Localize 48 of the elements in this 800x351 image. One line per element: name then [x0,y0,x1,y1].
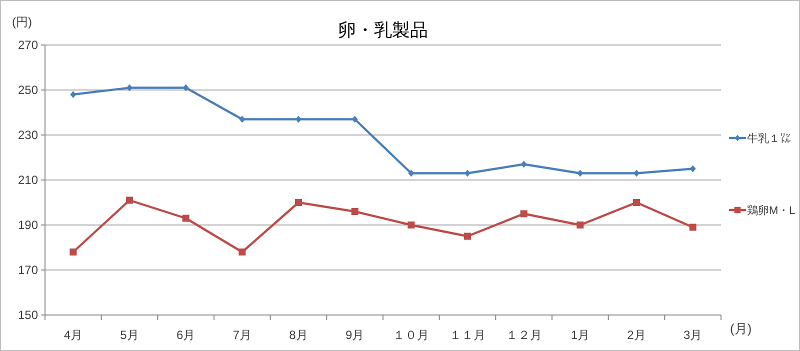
x-axis-title: (月) [730,321,752,336]
chart-title: 卵・乳製品 [338,20,428,40]
legend-label: 牛乳１㍑ [747,132,791,145]
point [70,248,77,256]
point [634,170,640,177]
x-tick-label: １１月 [450,328,486,342]
x-tick-label: 1月 [570,328,590,342]
point [126,196,133,204]
x-tick-label: １２月 [506,328,542,342]
point [182,84,189,92]
point [182,214,190,222]
x-tick-label: 4月 [64,328,83,342]
point [295,199,302,206]
point [520,160,527,168]
x-tick-label: 5月 [120,328,139,342]
y-tick-label: 250 [18,83,38,97]
y-tick-label: 270 [18,38,38,52]
point [352,116,358,123]
point [239,116,246,123]
x-tick-label: 8月 [289,328,308,342]
y-axis-title: (円) [12,15,32,29]
point [464,232,471,240]
point [633,199,640,206]
point [577,170,584,177]
x-tick-label: 7月 [232,328,252,342]
y-tick-label: 210 [18,173,38,187]
point [408,170,414,177]
point [520,210,528,218]
x-tick-label: 3月 [683,328,702,342]
point [689,224,696,231]
point [296,116,302,123]
x-tick-label: １０月 [393,328,430,342]
point [70,91,76,98]
point [126,84,132,92]
x-tick-label: 6月 [176,328,196,342]
y-tick-label: 190 [18,218,38,232]
legend-label: 鶏卵M・L [747,204,796,217]
point [238,248,246,256]
point [464,170,470,177]
x-tick-label: 2月 [627,328,646,342]
y-tick-label: 170 [18,263,38,277]
point [351,208,358,215]
y-tick-label: 230 [18,128,38,142]
point [408,222,415,228]
point [690,165,696,172]
point [576,222,584,228]
y-tick-label: 150 [18,308,38,322]
x-tick-label: 9月 [345,328,364,342]
